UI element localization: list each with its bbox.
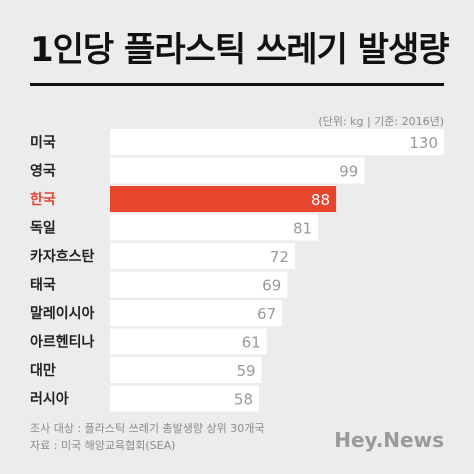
bar-4 — [110, 243, 295, 269]
category-label-6: 말레이시아 — [30, 305, 95, 322]
bar-0 — [110, 129, 444, 155]
bar-3 — [110, 214, 319, 241]
unit-note: (단위: kg | 기준: 2016년) — [318, 115, 444, 128]
category-label-1: 영국 — [30, 163, 56, 180]
category-label-9: 러시아 — [30, 391, 69, 408]
source-note: 자료 : 미국 해양교육협회(SEA) — [30, 439, 176, 452]
bar-8 — [110, 357, 262, 383]
chart-title: 1인당 플라스틱 쓰레기 발생량 — [30, 30, 450, 70]
category-label-4: 카자흐스탄 — [30, 248, 95, 265]
value-label-7: 61 — [242, 334, 261, 352]
footer-notes: 조사 대상 : 플라스틱 쓰레기 총발생량 상위 30개국 자료 : 미국 해양… — [30, 420, 264, 454]
value-label-0: 130 — [409, 134, 438, 152]
value-label-8: 59 — [236, 362, 255, 380]
value-label-2: 88 — [311, 191, 330, 209]
category-label-2: 한국 — [30, 192, 56, 208]
bar-9 — [110, 385, 260, 412]
survey-note: 조사 대상 : 플라스틱 쓰레기 총발생량 상위 30개국 — [30, 422, 265, 435]
value-label-9: 58 — [234, 391, 253, 409]
value-label-6: 67 — [257, 305, 276, 323]
bar-2 — [110, 186, 337, 212]
category-label-0: 미국 — [30, 135, 56, 151]
category-label-8: 대만 — [30, 363, 56, 379]
category-label-5: 태국 — [30, 278, 56, 294]
category-label-3: 독일 — [30, 221, 56, 237]
bar-5 — [110, 271, 288, 298]
bar-6 — [110, 300, 283, 326]
title-divider — [30, 83, 444, 86]
brand-logo: Hey.News — [334, 428, 444, 452]
value-label-5: 69 — [262, 277, 281, 295]
value-label-3: 81 — [293, 220, 312, 238]
value-label-1: 99 — [339, 163, 358, 181]
value-label-4: 72 — [270, 248, 289, 266]
bar-1 — [110, 157, 365, 184]
category-label-7: 아르헨티나 — [30, 334, 95, 351]
bar-7 — [110, 328, 267, 355]
